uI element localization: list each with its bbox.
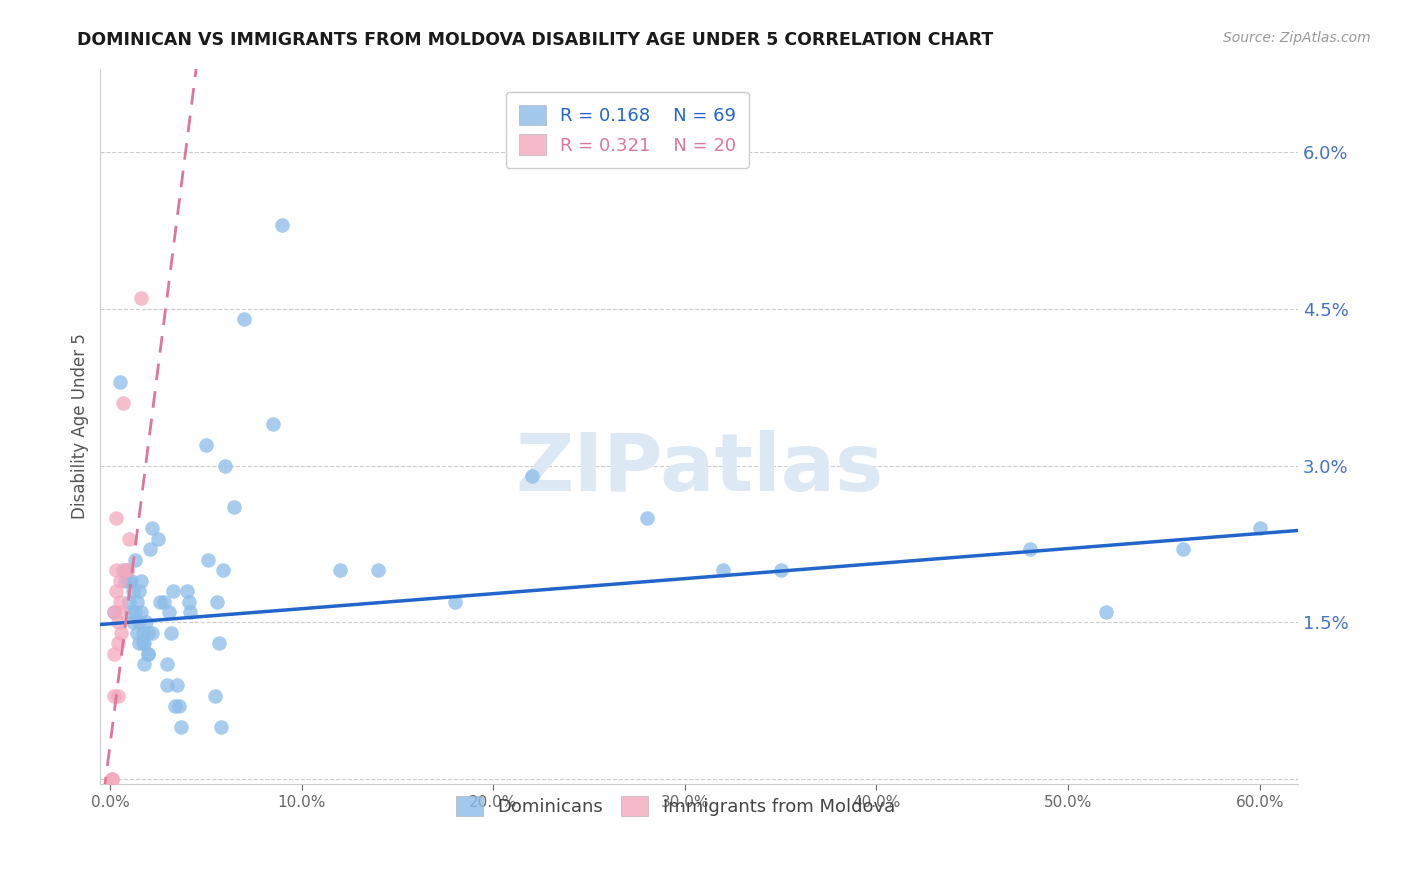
Point	[207, 594, 229, 608]
Point	[160, 626, 183, 640]
Point	[134, 636, 156, 650]
Point	[128, 584, 150, 599]
Point	[122, 615, 145, 630]
Point	[136, 647, 159, 661]
Point	[129, 574, 152, 588]
Point	[136, 647, 159, 661]
Point	[214, 458, 236, 473]
Point	[1095, 605, 1118, 619]
Point	[1018, 542, 1040, 557]
Point	[107, 689, 129, 703]
Point	[136, 626, 159, 640]
Point	[166, 678, 188, 692]
Point	[176, 584, 198, 599]
Point	[224, 500, 246, 515]
Point	[146, 532, 169, 546]
Point	[103, 689, 125, 703]
Point	[636, 511, 658, 525]
Point	[112, 563, 135, 577]
Point	[115, 563, 138, 577]
Y-axis label: Disability Age Under 5: Disability Age Under 5	[72, 334, 89, 519]
Point	[329, 563, 352, 577]
Point	[139, 542, 162, 557]
Point	[1249, 521, 1271, 535]
Point	[107, 636, 129, 650]
Point	[271, 219, 294, 233]
Point	[101, 772, 124, 787]
Point	[120, 574, 142, 588]
Point	[107, 615, 129, 630]
Point	[104, 584, 127, 599]
Point	[101, 772, 124, 787]
Point	[129, 292, 152, 306]
Text: Source: ZipAtlas.com: Source: ZipAtlas.com	[1223, 31, 1371, 45]
Point	[124, 605, 146, 619]
Legend: Dominicans, Immigrants from Moldova: Dominicans, Immigrants from Moldova	[447, 787, 904, 825]
Point	[141, 626, 163, 640]
Point	[114, 574, 136, 588]
Point	[204, 689, 226, 703]
Point	[165, 699, 187, 714]
Point	[118, 532, 141, 546]
Point	[112, 396, 135, 410]
Point	[103, 605, 125, 619]
Point	[108, 574, 131, 588]
Point	[131, 626, 153, 640]
Point	[108, 594, 131, 608]
Point	[128, 636, 150, 650]
Point	[367, 563, 389, 577]
Point	[769, 563, 792, 577]
Text: DOMINICAN VS IMMIGRANTS FROM MOLDOVA DISABILITY AGE UNDER 5 CORRELATION CHART: DOMINICAN VS IMMIGRANTS FROM MOLDOVA DIS…	[77, 31, 994, 49]
Point	[110, 626, 132, 640]
Point	[1171, 542, 1194, 557]
Point	[131, 636, 153, 650]
Point	[122, 584, 145, 599]
Point	[156, 657, 179, 672]
Text: ZIPatlas: ZIPatlas	[515, 431, 883, 508]
Point	[104, 511, 127, 525]
Point	[118, 594, 141, 608]
Point	[115, 563, 138, 577]
Point	[103, 605, 125, 619]
Point	[103, 647, 125, 661]
Point	[262, 417, 284, 431]
Point	[520, 469, 543, 483]
Point	[152, 594, 174, 608]
Point	[128, 615, 150, 630]
Point	[110, 605, 132, 619]
Point	[444, 594, 467, 608]
Point	[179, 605, 201, 619]
Point	[124, 552, 146, 566]
Point	[141, 521, 163, 535]
Point	[120, 605, 142, 619]
Point	[108, 375, 131, 389]
Point	[157, 605, 180, 619]
Point	[170, 720, 193, 734]
Point	[711, 563, 734, 577]
Point	[156, 678, 179, 692]
Point	[167, 699, 190, 714]
Point	[197, 552, 219, 566]
Point	[125, 626, 148, 640]
Point	[125, 594, 148, 608]
Point	[114, 563, 136, 577]
Point	[118, 574, 141, 588]
Point	[134, 657, 156, 672]
Point	[129, 605, 152, 619]
Point	[149, 594, 172, 608]
Point	[177, 594, 200, 608]
Point	[104, 563, 127, 577]
Point	[135, 615, 157, 630]
Point	[194, 438, 217, 452]
Point	[212, 563, 235, 577]
Point	[233, 312, 256, 326]
Point	[162, 584, 184, 599]
Point	[208, 636, 231, 650]
Point	[209, 720, 232, 734]
